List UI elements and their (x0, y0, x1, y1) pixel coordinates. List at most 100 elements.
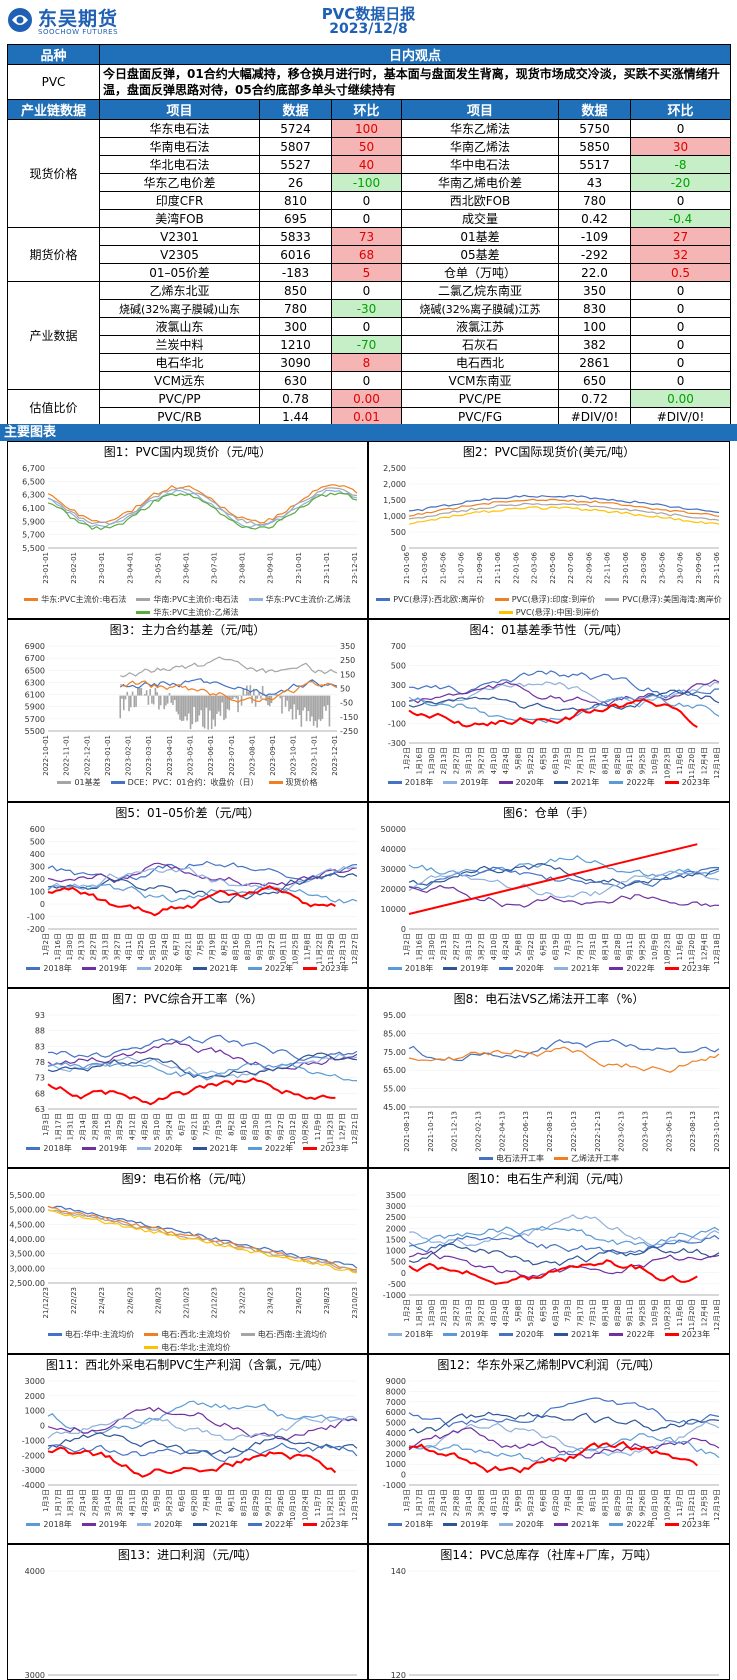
chart-title: 图10：电石生产利润（元/吨） (467, 1172, 631, 1186)
legend-item: 2020年 (137, 963, 183, 974)
chart-panel: 图14：PVC总库存（社库+厂库，万吨） 140 120 (368, 1544, 730, 1680)
chart-svg: 140 120 (391, 1567, 719, 1679)
x-tick-label: 22/6/23 (126, 1287, 134, 1314)
y2-tick-label: 250 (340, 656, 355, 665)
legend-label: 2022年 (626, 1330, 655, 1339)
x-tick-label: 1月16日 (415, 1299, 423, 1326)
legend-label: 华东:PVC主流价:乙烯法 (265, 595, 351, 604)
section-label: 现货价格 (7, 119, 100, 228)
x-tick-label: 12月5日 (701, 1489, 709, 1516)
item-value: -183 (259, 263, 332, 282)
item-name: 电石华北 (99, 353, 260, 372)
legend-item: 2019年 (443, 1329, 489, 1340)
y-tick-label: 600 (30, 825, 45, 834)
chart-svg: 6,700 6,500 6,300 6,100 5,900 5,700 5,50023-01… (22, 464, 359, 584)
legend-swatch (498, 781, 513, 784)
y-tick-label: 83 (35, 1042, 45, 1051)
item-name: PVC/RB (99, 407, 260, 426)
legend-item: 2018年 (387, 777, 433, 788)
report-date: 2023/12/8 (329, 21, 408, 37)
x-tick-label: 23-03-01 (98, 552, 106, 584)
series-line (408, 855, 720, 878)
legend-label: PVC(悬浮):西北欧:离岸价 (393, 595, 485, 604)
legend-swatch (498, 611, 513, 614)
x-tick-label: 10月23日 (663, 1299, 671, 1331)
legend-label: 2018年 (43, 1520, 72, 1529)
x-tick-label: 11月7日 (314, 1489, 322, 1516)
x-tick-label: 12月19日 (351, 1489, 359, 1521)
legend-swatch (81, 1523, 96, 1526)
item-value: 5850 (558, 137, 631, 156)
y-tick-label: 55.00 (383, 1085, 406, 1094)
item-value: -292 (558, 245, 631, 264)
table-row: 产业数据 乙烯东北亚 850 0 二氯乙烷东南亚 350 0 (7, 281, 732, 390)
legend-label: 2018年 (404, 964, 434, 973)
y-tick-label: 2,500 (383, 464, 406, 473)
section-label: 产业数据 (7, 281, 100, 390)
legend-swatch (26, 1523, 41, 1526)
x-tick-label: 7月5日 (203, 1113, 211, 1136)
company-logo: 东吴期货 SOOCHOW FUTURES (6, 4, 156, 38)
y-tick-label: 45.00 (383, 1103, 406, 1112)
legend-item: 2022年 (609, 1329, 655, 1340)
chart-svg: 4000 3000 (25, 1567, 357, 1679)
y-tick-label: 3000 (386, 1202, 406, 1211)
section-label: 估值比价 (7, 389, 100, 426)
x-tick-label: 4月25日 (137, 933, 145, 960)
x-tick-label: 2022-12-13 (594, 1111, 602, 1152)
legend-swatch (664, 781, 679, 784)
x-tick-label: 10月24日 (302, 1489, 310, 1521)
view-product: PVC (7, 64, 100, 100)
x-tick-label: 2022-10-01 (42, 735, 50, 776)
legend-label: 现货价格 (285, 778, 318, 787)
item-name: 华南电石法 (99, 137, 260, 156)
report-title: PVC数据日报 (321, 5, 416, 23)
x-tick-label: 6月19日 (552, 747, 560, 774)
x-tick-label: 6月6日 (539, 1489, 547, 1512)
legend-item: 电石:华中:主流均价 (47, 1329, 134, 1340)
x-tick-label: 4月11日 (490, 1489, 498, 1516)
y-tick-label: 8000 (386, 1387, 406, 1396)
legend-swatch (498, 1523, 513, 1526)
chart-legend: 华东:PVC主流价:电石法 华南:PVC主流价:电石法 华东:PVC主流价:乙烯法华… (8, 594, 367, 618)
y-tick-label: 0 (401, 925, 406, 934)
item-name: 美湾FOB (99, 209, 260, 228)
series-line (408, 870, 720, 899)
legend-item: PVC(悬浮):印度:到岸价 (494, 594, 596, 605)
item-value: 780 (558, 191, 631, 210)
x-tick-label: 5月23日 (166, 1489, 174, 1516)
legend-swatch (376, 598, 391, 601)
x-tick-label: 8月2日 (220, 933, 228, 956)
x-tick-label: 22/4/23 (98, 1287, 106, 1314)
x-tick-label: 2023-01-01 (104, 735, 112, 776)
item-name: 华南乙烯法 (401, 137, 559, 156)
y-tick-label: 40000 (381, 845, 406, 854)
x-tick-label: 12月13日 (339, 933, 347, 965)
x-tick-label: 7月3日 (564, 1299, 572, 1322)
y-tick-label: 6000 (386, 1408, 406, 1417)
chart-svg: 95.00 85.00 75.00 65.00 55.00 45.002021-08-13… (383, 1011, 721, 1152)
legend-label: 2021年 (571, 1520, 600, 1529)
x-tick-label: 1月17日 (415, 1489, 423, 1516)
table-header-row: 产业链数据 项目 数据 环比 项目 数据 环比 (7, 99, 732, 120)
legend-label: PVC(悬浮):印度:到岸价 (511, 595, 596, 604)
x-tick-label: 7月17日 (577, 933, 585, 960)
item-name: 01基差 (401, 227, 559, 246)
x-tick-label: 2022-08-13 (546, 1111, 554, 1152)
item-change: 0 (629, 191, 732, 210)
x-tick-label: 22/10/23 (182, 1287, 190, 1318)
x-tick-label: 7月4日 (203, 1489, 211, 1512)
x-tick-label: 21-03-06 (421, 551, 429, 583)
x-tick-label: 8月14日 (601, 933, 609, 960)
item-name: 01–05价差 (99, 263, 260, 282)
legend-item: 2021年 (192, 1143, 238, 1154)
x-tick-label: 3月14日 (104, 1489, 112, 1516)
x-tick-label: 23-05-01 (154, 552, 162, 584)
x-tick-label: 1月16日 (415, 747, 423, 774)
item-change: 73 (331, 227, 402, 246)
legend-swatch (554, 967, 568, 970)
x-tick-label: 11月7日 (676, 1489, 684, 1516)
x-tick-label: 8月1日 (227, 1489, 235, 1512)
item-value: 5517 (558, 155, 631, 174)
